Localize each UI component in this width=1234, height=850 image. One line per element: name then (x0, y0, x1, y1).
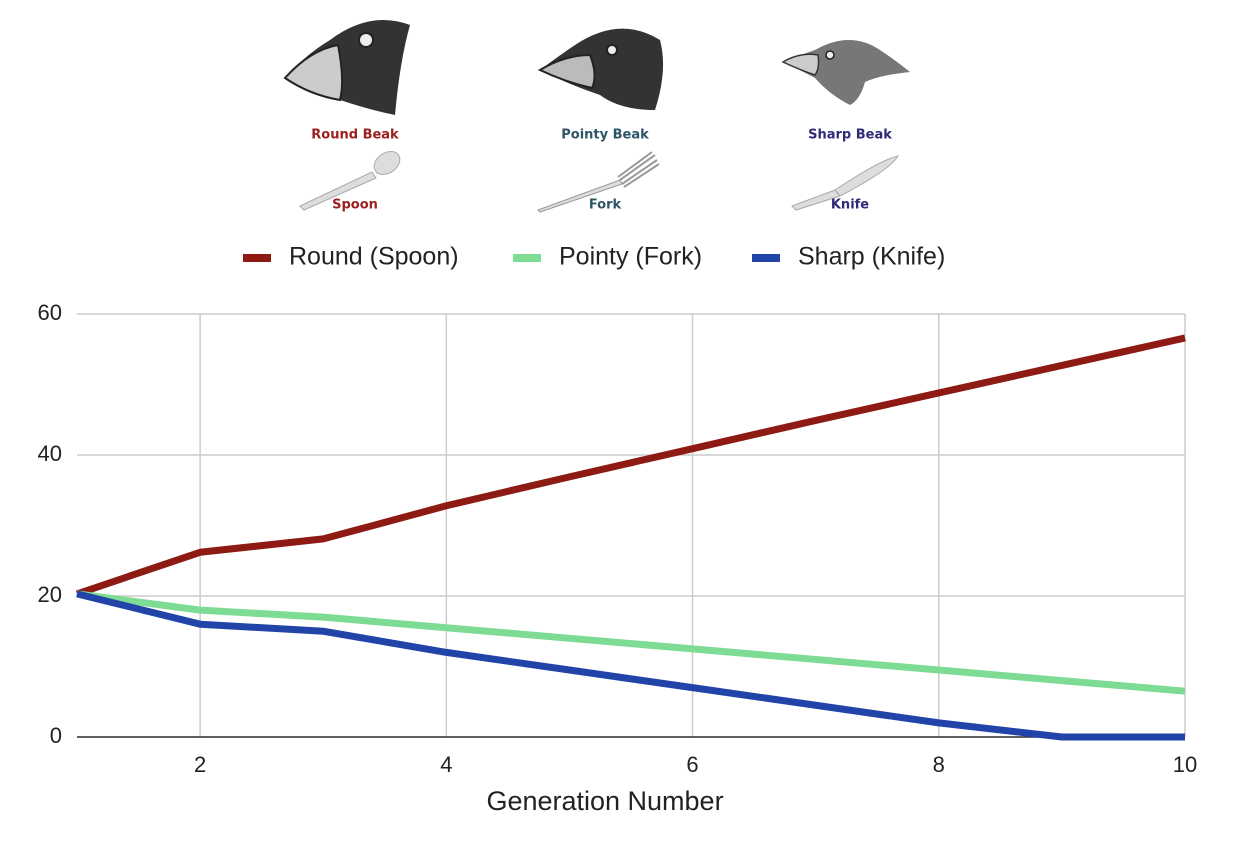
x-tick-label: 4 (440, 752, 452, 777)
fork-icon (537, 151, 660, 213)
knife-icon (791, 155, 899, 211)
y-tick-label: 60 (38, 300, 62, 325)
series-line (76, 590, 1185, 741)
series-line (75, 334, 1186, 598)
x-axis-title: Generation Number (486, 786, 723, 816)
y-tick-label: 40 (38, 441, 62, 466)
pointy-beak-bird (537, 28, 664, 110)
legend-label: Pointy (Fork) (559, 243, 702, 271)
beak-label: Pointy Beak (561, 128, 649, 143)
sharp-beak-bird (781, 40, 910, 105)
round-beak-bird (283, 20, 410, 115)
x-tick-label: 2 (194, 752, 206, 777)
x-tick-label: 8 (933, 752, 945, 777)
utensil-label: Spoon (332, 198, 378, 213)
y-tick-label: 0 (50, 723, 62, 748)
spoon-icon (299, 151, 401, 211)
x-tick-label: 6 (686, 752, 698, 777)
beak-label: Round Beak (311, 128, 399, 143)
utensil-label: Knife (831, 198, 869, 213)
y-tick-label: 20 (38, 582, 62, 607)
utensil-label: Fork (589, 198, 622, 213)
series-line (76, 590, 1186, 695)
x-tick-label: 10 (1173, 752, 1197, 777)
legend-label: Round (Spoon) (289, 243, 459, 271)
beak-label: Sharp Beak (808, 128, 892, 143)
legend-label: Sharp (Knife) (798, 243, 945, 271)
